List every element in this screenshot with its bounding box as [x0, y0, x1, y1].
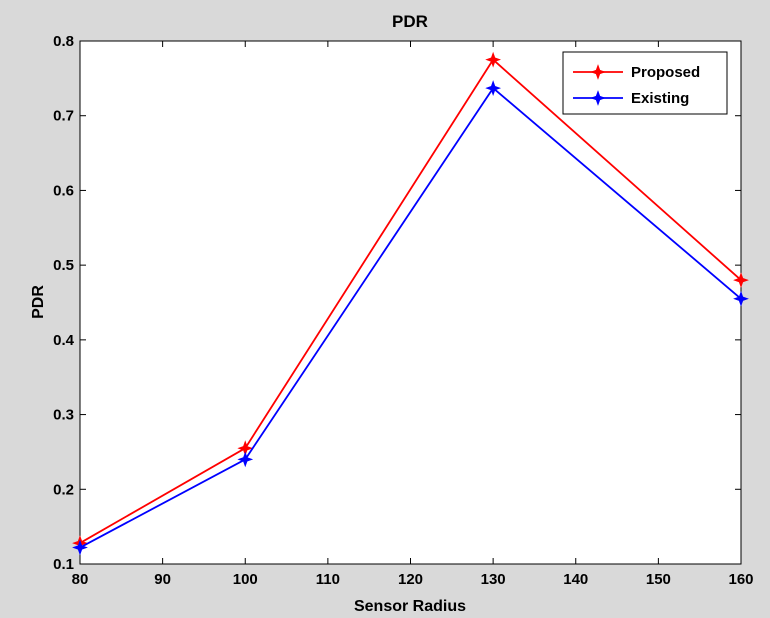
- series-line-existing: [79, 86, 742, 549]
- x-tick-label: 130: [481, 571, 506, 588]
- legend-label-existing: Existing: [631, 90, 689, 107]
- legend-items: Proposed Existing: [573, 64, 700, 107]
- x-tick-label: 80: [72, 571, 89, 588]
- y-axis-label: PDR: [30, 285, 47, 319]
- y-tick-label: 0.8: [53, 33, 74, 50]
- plot-area: [79, 40, 742, 565]
- data-point-existing: [733, 290, 749, 307]
- x-tick-label: 100: [233, 571, 258, 588]
- x-tick-label: 90: [154, 571, 171, 588]
- legend-label-proposed: Proposed: [631, 64, 700, 81]
- x-tick-label: 140: [563, 571, 588, 588]
- legend-marker-existing: [590, 90, 606, 106]
- data-point-proposed: [485, 51, 502, 68]
- x-axis-label: Sensor Radius: [354, 598, 466, 615]
- series-layer: [72, 51, 749, 556]
- data-point-existing: [485, 80, 502, 96]
- x-tick-label: 120: [398, 571, 423, 588]
- data-point-proposed: [733, 272, 749, 288]
- y-tick-label: 0.3: [53, 407, 74, 424]
- x-tick-label: 110: [316, 571, 340, 588]
- data-point-existing: [72, 539, 88, 556]
- y-tick-label: 0.4: [53, 332, 75, 349]
- legend-marker-proposed: [590, 64, 606, 80]
- chart-title: PDR: [392, 12, 428, 31]
- x-tick-label: 160: [728, 571, 753, 588]
- y-tick-label: 0.2: [53, 481, 74, 498]
- y-tick-label: 0.5: [53, 257, 74, 274]
- y-tick-label: 0.1: [53, 556, 74, 573]
- legend-box: [562, 51, 728, 115]
- x-tick-label: 150: [646, 571, 671, 588]
- y-tick-label: 0.7: [53, 108, 74, 125]
- axis-ticks: 80 90 100 110 120 130 140 150 160 0.1 0.2 0.3 0.4 0.5…: [53, 33, 753, 588]
- series-line-proposed: [79, 58, 742, 544]
- data-point-existing: [237, 451, 254, 468]
- y-tick-label: 0.6: [53, 182, 74, 199]
- legend: Proposed Existing: [562, 51, 728, 115]
